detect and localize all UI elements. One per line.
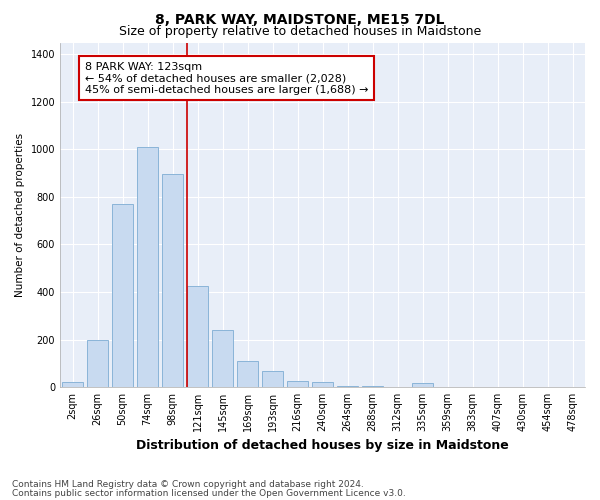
Bar bbox=[137, 147, 158, 387]
Bar bbox=[262, 371, 283, 387]
Text: 8, PARK WAY, MAIDSTONE, ME15 7DL: 8, PARK WAY, MAIDSTONE, ME15 7DL bbox=[155, 12, 445, 26]
Bar bbox=[362, 386, 383, 387]
X-axis label: Distribution of detached houses by size in Maidstone: Distribution of detached houses by size … bbox=[136, 440, 509, 452]
Text: 8 PARK WAY: 123sqm
← 54% of detached houses are smaller (2,028)
45% of semi-deta: 8 PARK WAY: 123sqm ← 54% of detached hou… bbox=[85, 62, 368, 94]
Bar bbox=[337, 386, 358, 387]
Bar bbox=[62, 382, 83, 387]
Bar bbox=[162, 174, 183, 387]
Bar bbox=[237, 361, 258, 387]
Bar bbox=[187, 286, 208, 387]
Text: Contains HM Land Registry data © Crown copyright and database right 2024.: Contains HM Land Registry data © Crown c… bbox=[12, 480, 364, 489]
Bar bbox=[87, 340, 108, 387]
Y-axis label: Number of detached properties: Number of detached properties bbox=[15, 132, 25, 297]
Bar bbox=[212, 330, 233, 387]
Bar bbox=[112, 204, 133, 387]
Bar bbox=[412, 384, 433, 387]
Text: Contains public sector information licensed under the Open Government Licence v3: Contains public sector information licen… bbox=[12, 488, 406, 498]
Bar bbox=[287, 381, 308, 387]
Bar bbox=[312, 382, 333, 387]
Text: Size of property relative to detached houses in Maidstone: Size of property relative to detached ho… bbox=[119, 25, 481, 38]
